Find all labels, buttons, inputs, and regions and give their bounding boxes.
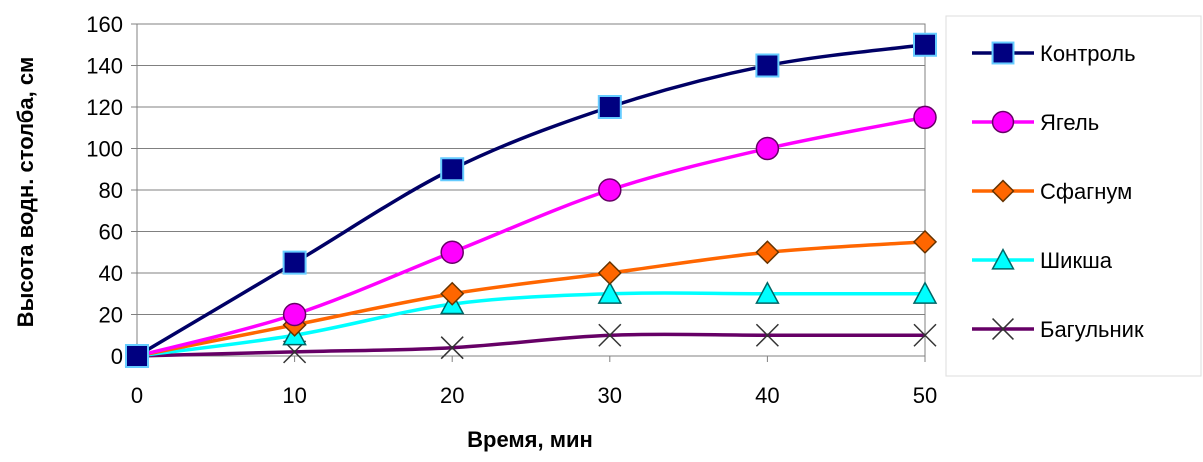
y-tick-label: 80 — [99, 178, 123, 203]
data-point — [597, 95, 622, 119]
series-Багульник — [125, 323, 937, 368]
series-line — [136, 291, 925, 358]
legend-label: Сфагнум — [1040, 179, 1132, 204]
y-tick-label: 0 — [111, 344, 123, 369]
data-point — [598, 178, 622, 202]
legend-item: Багульник — [972, 317, 1144, 342]
y-tick-label: 160 — [86, 12, 123, 37]
legend-item: Шикша — [972, 247, 1113, 273]
data-point — [598, 323, 622, 347]
data-point — [912, 281, 938, 304]
data-point — [913, 323, 937, 347]
y-axis-title: Высота водн. столба, см — [13, 57, 38, 328]
series-Контроль — [125, 32, 937, 368]
data-point — [913, 32, 937, 57]
data-point — [913, 105, 937, 130]
data-point — [755, 323, 779, 347]
data-point — [755, 281, 780, 304]
gridlines — [137, 23, 925, 315]
y-tick-label: 60 — [99, 220, 123, 245]
series-line — [136, 43, 926, 358]
data-point-stroke — [755, 323, 779, 347]
legend-label: Контроль — [1040, 41, 1136, 66]
x-axis-title: Время, мин — [467, 427, 593, 452]
data-point — [597, 281, 623, 304]
data-point-stroke — [598, 323, 622, 347]
data-point — [125, 344, 149, 368]
series-Сфагнум — [124, 229, 938, 369]
legend-label: Багульник — [1040, 317, 1144, 342]
data-point — [282, 302, 307, 327]
series-line — [136, 240, 926, 358]
series-Ягель — [125, 105, 937, 368]
y-tick-label: 120 — [86, 95, 123, 120]
legend-label: Шикша — [1040, 248, 1113, 273]
legend-box — [945, 15, 1202, 377]
data-point — [912, 229, 938, 254]
data-point — [755, 136, 780, 161]
data-point — [755, 53, 780, 78]
data-point — [991, 41, 1015, 65]
data-point — [991, 110, 1015, 134]
data-point — [991, 179, 1015, 203]
data-point — [282, 250, 307, 275]
legend-item: Сфагнум — [972, 179, 1132, 204]
axes: 0 20 40 60 80 100 120 140 160 0 10 20 30 40 50 — [86, 12, 937, 408]
series-line — [136, 115, 926, 358]
data-point — [440, 336, 464, 360]
data-point — [991, 247, 1015, 270]
data-point — [440, 157, 465, 182]
x-tick-label: 40 — [755, 383, 779, 408]
data-point — [992, 318, 1014, 340]
y-tick-label: 20 — [99, 303, 123, 328]
data-point-stroke — [913, 323, 937, 347]
series-line — [136, 332, 925, 358]
x-tick-label: 50 — [913, 383, 937, 408]
legend: Контроль Ягель Сфагнум Шикша Багульник — [945, 15, 1202, 377]
y-tick-label: 40 — [99, 261, 123, 286]
x-tick-label: 0 — [131, 383, 143, 408]
legend-item: Контроль — [972, 41, 1136, 66]
x-tick-label: 30 — [598, 383, 622, 408]
data-point — [597, 260, 622, 286]
x-tick-label: 20 — [440, 383, 464, 408]
legend-label: Ягель — [1040, 110, 1099, 135]
x-tick-label: 10 — [282, 383, 306, 408]
data-point — [440, 281, 465, 306]
series-group — [124, 32, 938, 369]
y-tick-label: 140 — [86, 54, 123, 79]
legend-item: Ягель — [972, 110, 1099, 135]
data-point-stroke — [440, 336, 464, 360]
data-point-stroke — [992, 318, 1014, 340]
data-point — [440, 240, 464, 264]
data-point — [755, 240, 780, 265]
y-tick-label: 100 — [86, 137, 123, 162]
